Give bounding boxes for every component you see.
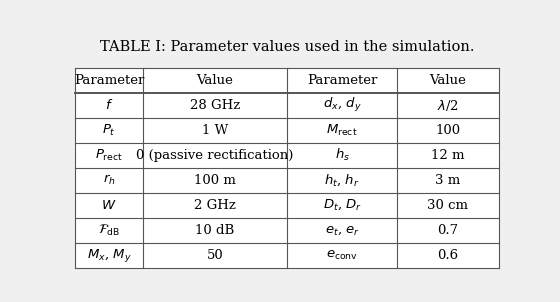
Text: 30 cm: 30 cm	[427, 199, 469, 212]
Text: $h_s$: $h_s$	[334, 147, 349, 163]
Text: Value: Value	[197, 74, 234, 87]
Text: 3 m: 3 m	[435, 174, 460, 187]
Text: 12 m: 12 m	[431, 149, 465, 162]
Text: 1 W: 1 W	[202, 124, 228, 137]
Text: $D_t$, $D_r$: $D_t$, $D_r$	[323, 198, 362, 212]
Text: $P_t$: $P_t$	[102, 123, 116, 138]
Text: 0.6: 0.6	[437, 249, 459, 262]
Text: $\lambda$/2: $\lambda$/2	[437, 98, 459, 113]
Text: 2 GHz: 2 GHz	[194, 199, 236, 212]
Text: 100: 100	[435, 124, 460, 137]
Text: 50: 50	[207, 249, 223, 262]
Text: $M_x$, $M_y$: $M_x$, $M_y$	[87, 247, 132, 264]
Text: $h_t$, $h_r$: $h_t$, $h_r$	[324, 172, 360, 188]
Text: TABLE I: Parameter values used in the simulation.: TABLE I: Parameter values used in the si…	[100, 40, 474, 54]
Text: $f$: $f$	[105, 98, 113, 112]
Text: 0.7: 0.7	[437, 223, 459, 237]
Text: $d_x$, $d_y$: $d_x$, $d_y$	[323, 96, 361, 114]
Text: $P_\mathrm{rect}$: $P_\mathrm{rect}$	[95, 148, 123, 163]
Text: $\mathcal{F}_\mathrm{dB}$: $\mathcal{F}_\mathrm{dB}$	[98, 223, 120, 238]
Text: 10 dB: 10 dB	[195, 223, 235, 237]
Text: 28 GHz: 28 GHz	[190, 99, 240, 112]
Text: 100 m: 100 m	[194, 174, 236, 187]
Text: $M_\mathrm{rect}$: $M_\mathrm{rect}$	[326, 123, 358, 138]
Text: $r_h$: $r_h$	[102, 173, 115, 187]
Text: $W$: $W$	[101, 199, 117, 212]
Text: Parameter: Parameter	[307, 74, 377, 87]
Text: 0 (passive rectification): 0 (passive rectification)	[136, 149, 293, 162]
Text: Value: Value	[430, 74, 466, 87]
Text: Parameter: Parameter	[74, 74, 144, 87]
Text: $e_t$, $e_r$: $e_t$, $e_r$	[325, 223, 360, 237]
Text: $e_\mathrm{conv}$: $e_\mathrm{conv}$	[326, 249, 358, 262]
